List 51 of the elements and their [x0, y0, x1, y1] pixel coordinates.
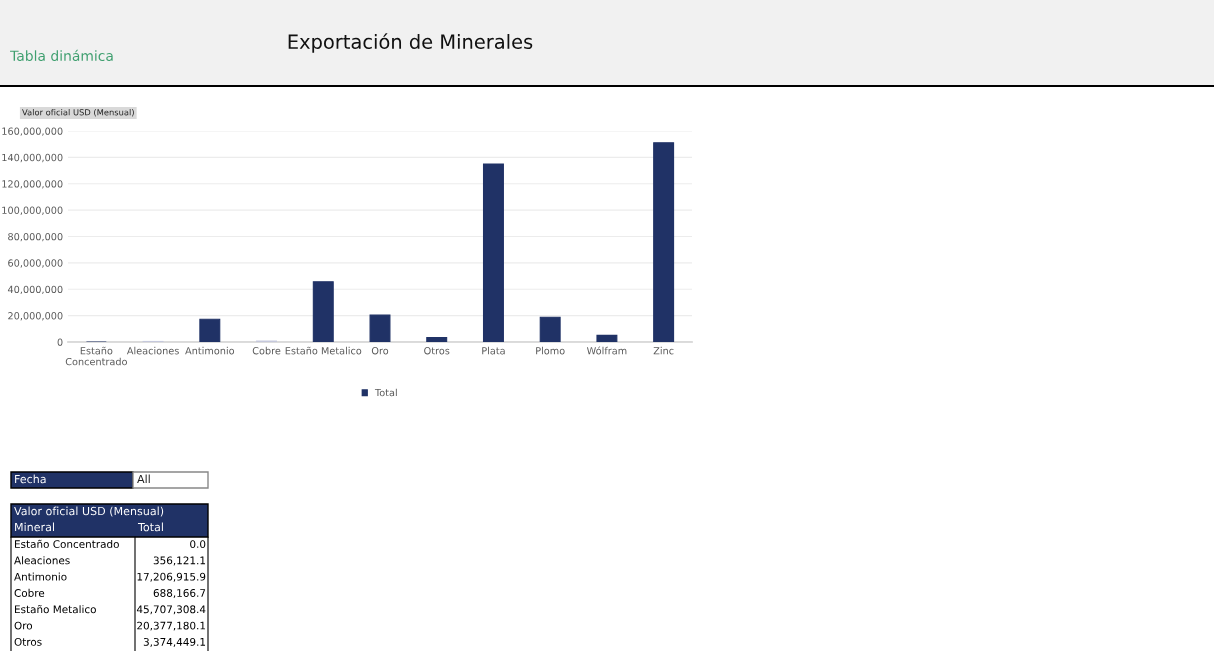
text: 17,206,915.9: [137, 572, 206, 582]
y-tick-label: 0: [57, 338, 63, 346]
bar: [539, 316, 561, 342]
y-tick-label: 120,000,000: [2, 180, 63, 189]
text: Otros: [14, 637, 42, 646]
text: 20,377,180.1: [137, 621, 206, 631]
bar: [312, 281, 334, 342]
text: Estaño Metalico: [15, 604, 96, 614]
text: Cobre: [14, 588, 45, 597]
x-tick-label: Zinc: [653, 346, 674, 355]
y-tick-label: 20,000,000: [8, 312, 63, 321]
text: Oro: [14, 621, 33, 630]
x-tick-label: Antimonio: [185, 346, 235, 355]
text: 356,121.1: [153, 556, 206, 566]
x-tick-label: Estaño Metalico: [285, 346, 362, 355]
bar: [482, 163, 504, 342]
y-tick-label: 160,000,000: [2, 127, 63, 136]
chart-title: Exportación de Minerales: [288, 33, 533, 53]
text: Mineral: [15, 522, 54, 532]
y-tick-label: 60,000,000: [8, 259, 63, 268]
x-tick-label: Plata: [482, 346, 505, 355]
y-tick-label: 80,000,000: [8, 232, 63, 242]
legend-label: Total: [374, 388, 397, 397]
text: 688,166.7: [153, 589, 206, 598]
y-tick-label: 40,000,000: [7, 285, 63, 295]
x-tick-label: Aleaciones: [126, 346, 179, 355]
x-tick-label: Wólfram: [586, 346, 627, 355]
y-tick-label: 140,000,000: [2, 153, 63, 163]
text: Valor oficial USD (Mensual): [14, 506, 164, 517]
text: All: [137, 474, 150, 484]
y-tick-label: 100,000,000: [2, 206, 63, 215]
x-tick-label: Plomo: [536, 346, 565, 355]
text: Aleaciones: [14, 556, 70, 565]
text: Tabla dinámica: [10, 49, 113, 62]
x-tick-label: Estaño Concentrado: [65, 346, 127, 366]
bar: [369, 314, 391, 342]
bar: [596, 334, 618, 342]
bar: [653, 142, 675, 342]
x-tick-label: Otros: [424, 347, 450, 355]
bar: [426, 336, 448, 342]
text: 0.0: [190, 540, 206, 549]
text: 3,374,449.1: [143, 637, 206, 647]
text: Total: [137, 522, 163, 532]
text: 45,707,308.4: [136, 605, 206, 615]
text: Estaño Concentrado: [15, 539, 119, 549]
x-tick-label: Cobre: [252, 346, 281, 355]
text: Fecha: [15, 474, 46, 484]
bar: [199, 318, 221, 342]
text: Antimonio: [14, 572, 67, 581]
y-axis-title: Valor oficial USD (Mensual): [22, 108, 134, 117]
x-tick-label: Oro: [371, 347, 389, 355]
